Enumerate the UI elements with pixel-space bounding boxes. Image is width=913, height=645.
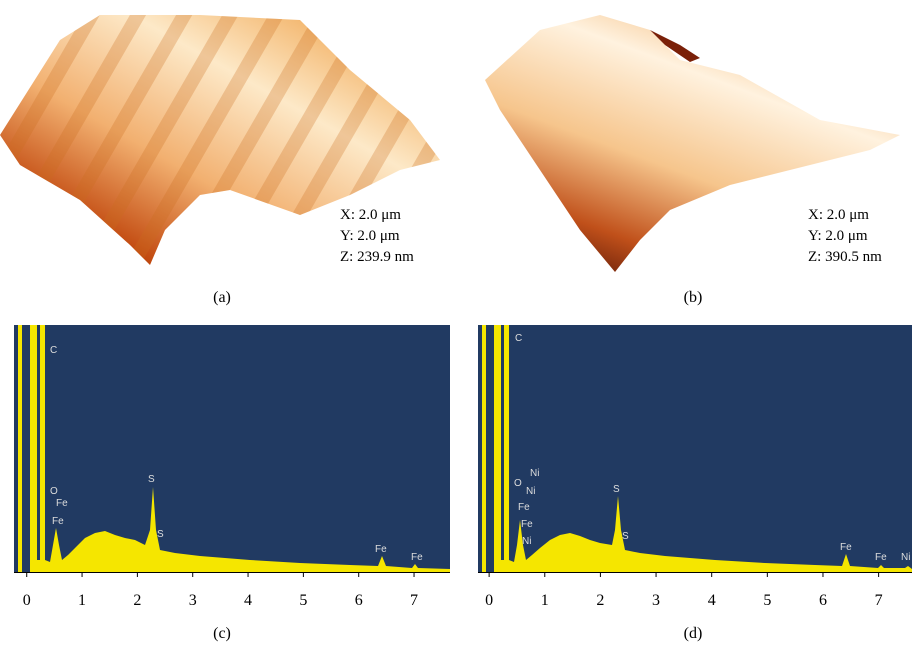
peak-label: Fe <box>375 544 387 555</box>
peak-label: Fe <box>411 552 423 563</box>
peak-label: Fe <box>56 498 68 509</box>
x-tick-label: 1 <box>541 592 549 609</box>
x-tick-label: 1 <box>78 592 86 609</box>
panel-label: (a) <box>213 289 231 306</box>
peak-label: S <box>613 484 620 495</box>
panel-label: (b) <box>684 289 703 306</box>
x-tick-label: 4 <box>244 592 252 609</box>
peak-label: Ni <box>522 536 531 547</box>
x-tick-label: 3 <box>189 592 197 609</box>
afm-info: X: 2.0 μm <box>340 207 401 223</box>
afm-info: X: 2.0 μm <box>808 207 869 223</box>
x-tick-label: 6 <box>355 592 363 609</box>
peak-label: S <box>622 531 629 542</box>
afm-b <box>485 15 900 272</box>
panel-label: (c) <box>213 625 231 642</box>
peak-label: Fe <box>875 552 887 563</box>
x-tick-label: 5 <box>299 592 307 609</box>
x-tick-label: 0 <box>23 592 31 609</box>
x-tick-label: 3 <box>652 592 660 609</box>
afm-info: Z: 390.5 nm <box>808 249 882 265</box>
x-tick-label: 0 <box>485 592 493 609</box>
x-tick-label: 6 <box>819 592 827 609</box>
panel-label: (d) <box>684 625 703 642</box>
peak-label: Ni <box>526 486 535 497</box>
afm-info: Y: 2.0 μm <box>340 228 400 244</box>
x-tick-label: 5 <box>763 592 771 609</box>
peak-label: C <box>50 345 57 356</box>
peak-label: Ni <box>530 468 539 479</box>
x-tick-label: 7 <box>875 592 883 609</box>
peak-label: Fe <box>518 502 530 513</box>
peak-label: Fe <box>52 516 64 527</box>
peak-label: S <box>157 529 164 540</box>
peak-label: O <box>514 478 522 489</box>
afm-info: Z: 239.9 nm <box>340 249 414 265</box>
peak-label: O <box>50 486 58 497</box>
afm-a <box>0 15 440 265</box>
spectrum-c <box>14 325 450 573</box>
peak-label: Fe <box>521 519 533 530</box>
x-tick-label: 2 <box>596 592 604 609</box>
afm-info: Y: 2.0 μm <box>808 228 868 244</box>
peak-label: Ni <box>901 552 910 563</box>
peak-label: Fe <box>840 542 852 553</box>
x-tick-label: 4 <box>708 592 716 609</box>
peak-label: C <box>515 333 522 344</box>
x-tick-label: 7 <box>410 592 418 609</box>
x-tick-label: 2 <box>133 592 141 609</box>
peak-label: S <box>148 474 155 485</box>
spectrum-d <box>478 325 912 573</box>
